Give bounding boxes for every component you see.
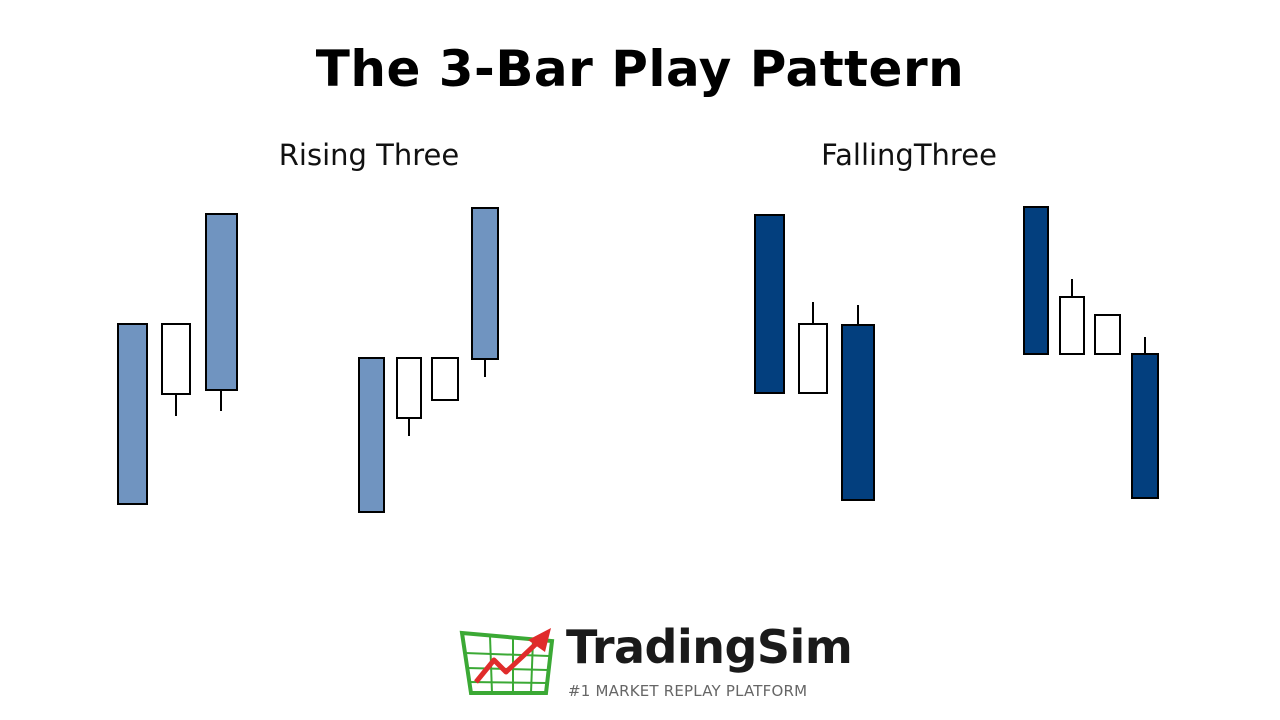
candle-hollow: [161, 323, 191, 395]
tradingsim-logo-wordmark: TradingSim: [566, 620, 853, 674]
rising-three-example-1: [117, 213, 238, 505]
tradingsim-logo-icon: [459, 628, 555, 695]
candle-hollow: [1059, 296, 1085, 355]
falling-three-example-2: [1023, 206, 1159, 499]
candle-bear: [754, 214, 785, 394]
candle-hollow: [396, 357, 422, 419]
candle-bear: [1131, 353, 1159, 499]
candle-bear: [1023, 206, 1049, 355]
falling-three-label: FallingThree: [821, 138, 997, 172]
rising-three-label: Rising Three: [278, 138, 460, 172]
candle-bull: [471, 207, 499, 360]
rising-three-example-2: [358, 207, 499, 513]
candle-bull: [205, 213, 238, 391]
candle-bull: [117, 323, 148, 505]
candle-bear: [841, 324, 875, 501]
candle-hollow: [798, 323, 828, 394]
tradingsim-logo-tagline: #1 MARKET REPLAY PLATFORM: [568, 682, 808, 700]
page-title: The 3-Bar Play Pattern: [315, 40, 965, 98]
candle-bull: [358, 357, 385, 513]
candle-hollow: [431, 357, 459, 401]
falling-three-example-1: [754, 214, 875, 501]
candle-hollow: [1094, 314, 1121, 355]
